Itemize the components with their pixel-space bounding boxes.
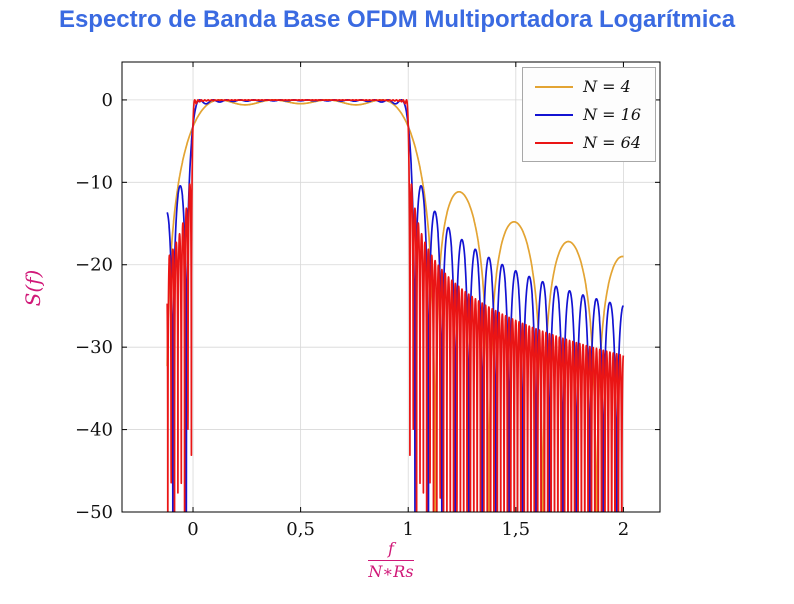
legend-label: N = 64 (583, 133, 641, 152)
page-title: Espectro de Banda Base OFDM Multiportado… (58, 6, 736, 33)
y-tick-label: 0 (102, 90, 113, 111)
series-curve-N4 (166, 99, 625, 512)
x-tick-label: 2 (618, 519, 629, 540)
x-tick-label: 0,5 (286, 519, 315, 540)
x-axis-label-denominator: N∗Rs (368, 561, 414, 581)
y-tick-label: −20 (75, 255, 113, 276)
legend-line-sample (535, 85, 574, 88)
legend-line-sample (535, 113, 574, 116)
x-tick-label: 0 (187, 519, 198, 540)
legend: N = 4 N = 16 N = 64 (522, 67, 656, 162)
legend-label: N = 4 (583, 77, 631, 96)
x-axis-label-numerator: f (388, 539, 394, 558)
x-tick-label: 1,5 (501, 519, 530, 540)
y-axis-label: S(f) (21, 269, 45, 307)
series-curve-N64 (166, 99, 625, 512)
legend-item: N = 64 (535, 133, 641, 152)
y-tick-label: −10 (75, 172, 113, 193)
y-tick-label: −50 (75, 502, 113, 523)
legend-item: N = 4 (535, 77, 641, 96)
legend-label: N = 16 (583, 105, 641, 124)
x-axis-label: f N∗Rs (361, 540, 421, 580)
x-tick-label: 1 (402, 519, 413, 540)
axis-frame (121, 61, 661, 513)
legend-line-sample (535, 141, 574, 144)
legend-item: N = 16 (535, 105, 641, 124)
y-tick-label: −40 (75, 420, 113, 441)
y-tick-label: −30 (75, 337, 113, 358)
fraction-bar (368, 559, 414, 561)
